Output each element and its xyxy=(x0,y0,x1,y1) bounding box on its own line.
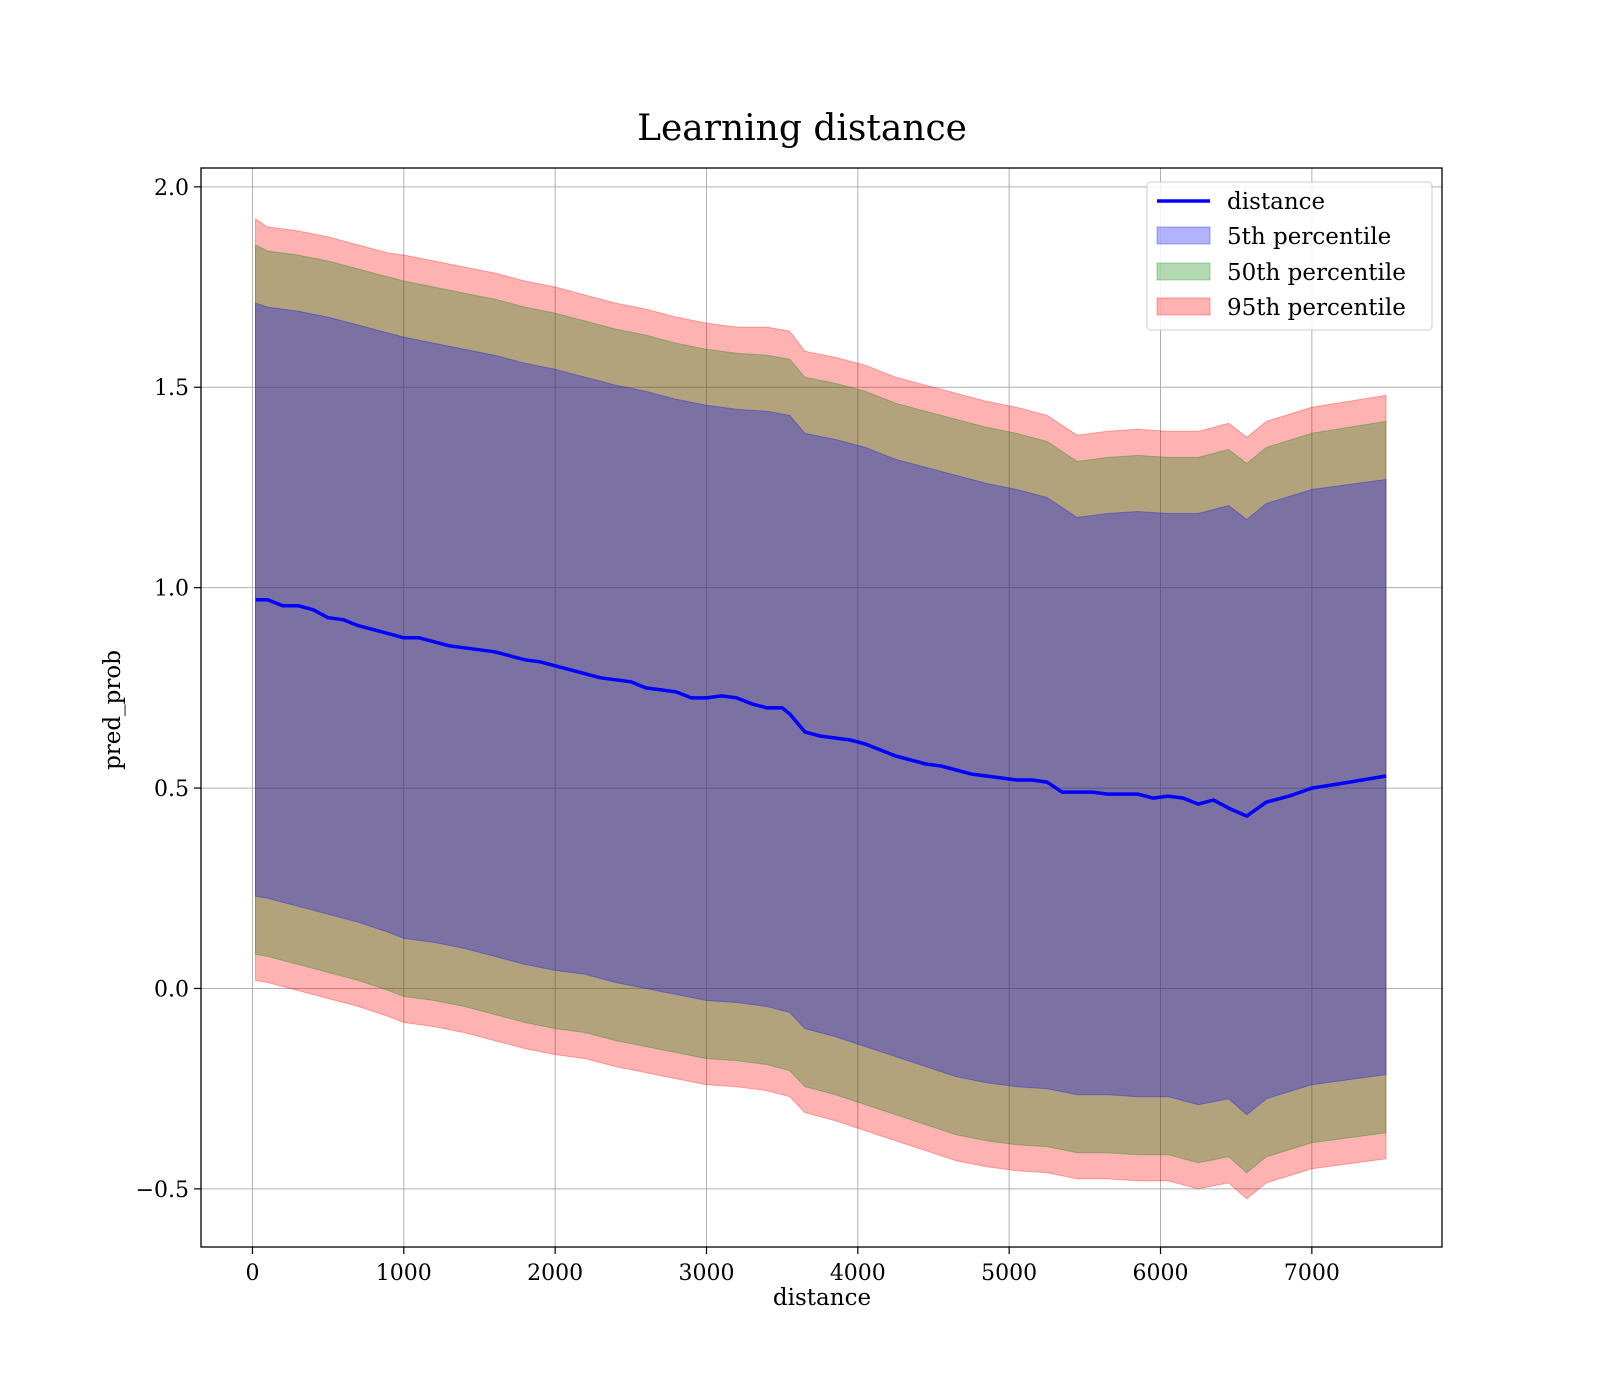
y-tick-label: 1.5 xyxy=(154,376,189,401)
legend-label-50th: 50th percentile xyxy=(1227,260,1406,286)
x-tick-label: 0 xyxy=(245,1261,259,1286)
legend-label-5th: 5th percentile xyxy=(1227,224,1391,250)
legend-swatch-50th xyxy=(1156,262,1211,281)
y-tick-label: 2.0 xyxy=(154,176,189,201)
x-tick-label: 7000 xyxy=(1284,1261,1340,1286)
band-5th-percentile xyxy=(255,302,1387,1116)
band-95th-percentile xyxy=(255,217,1387,1200)
plot-frame xyxy=(200,167,1443,1248)
chart-title: Learning distance xyxy=(637,108,967,149)
legend-swatch-95th xyxy=(1156,297,1211,316)
x-tick-label: 2000 xyxy=(527,1261,583,1286)
y-tick-label: −0.5 xyxy=(136,1178,189,1203)
y-axis-label: pred_prob xyxy=(100,650,126,770)
legend: distance 5th percentile 50th percentile … xyxy=(1146,181,1433,331)
band-50th-percentile xyxy=(255,244,1387,1174)
legend-label-95th: 95th percentile xyxy=(1227,295,1406,321)
plot-area: 0 1000 2000 3000 4000 5000 6000 7000 −0.5 0.0 0.5 1… xyxy=(136,167,1443,1286)
x-tick-label: 6000 xyxy=(1133,1261,1189,1286)
legend-swatch-5th xyxy=(1156,226,1211,245)
y-tick-label: 0.0 xyxy=(154,977,189,1002)
x-tick-label: 5000 xyxy=(981,1261,1037,1286)
x-tick-label: 1000 xyxy=(376,1261,432,1286)
legend-frame xyxy=(1146,181,1433,331)
x-axis-label: distance xyxy=(773,1285,871,1311)
legend-label-distance: distance xyxy=(1227,189,1325,215)
series-line-distance xyxy=(255,597,1387,818)
x-tick-label: 4000 xyxy=(830,1261,886,1286)
x-tick-label: 3000 xyxy=(678,1261,734,1286)
y-tick-label: 0.5 xyxy=(154,777,189,802)
y-tick-label: 1.0 xyxy=(154,577,189,602)
